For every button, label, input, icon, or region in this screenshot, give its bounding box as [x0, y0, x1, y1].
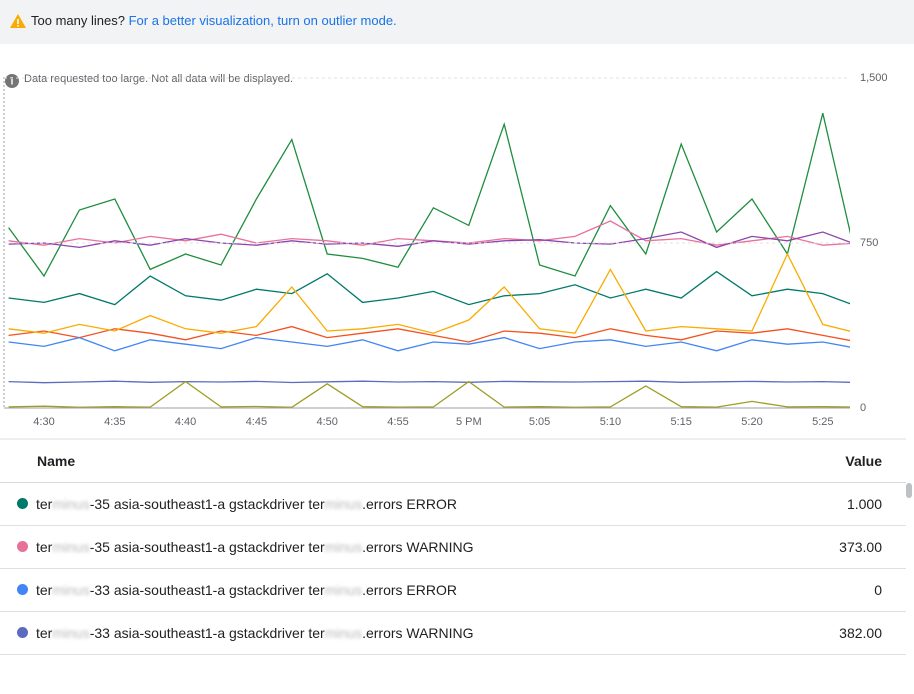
series-line: [8, 380, 850, 408]
y-tick-label: 0: [860, 402, 866, 414]
name-text: .errors WARNING: [362, 539, 474, 555]
x-tick-label: 4:30: [33, 416, 54, 428]
table-header: Name Value: [0, 440, 906, 483]
info-icon: [5, 74, 19, 88]
x-tick-label: 5 PM: [456, 416, 482, 428]
table-row[interactable]: terminus-33 asia-southeast1-a gstackdriv…: [0, 569, 906, 612]
row-name: terminus-35 asia-southeast1-a gstackdriv…: [36, 539, 474, 555]
redacted-text: minus: [324, 496, 363, 512]
redacted-text: minus: [52, 539, 90, 555]
x-tick-label: 4:35: [104, 416, 125, 428]
header-value: Value: [845, 453, 882, 469]
redacted-text: minus: [324, 539, 363, 555]
series-dot: [17, 627, 28, 638]
info-icon-glyph: i: [11, 77, 14, 88]
series-dot: [17, 498, 28, 509]
x-tick-label: 5:10: [600, 416, 621, 428]
row-value: 373.00: [839, 539, 882, 555]
redacted-text: minus: [52, 582, 90, 598]
redacted-text: minus: [324, 582, 363, 598]
outlier-mode-link[interactable]: For a better visualization, turn on outl…: [128, 13, 397, 28]
series-line: [8, 270, 850, 306]
row-name: terminus-35 asia-southeast1-a gstackdriv…: [36, 496, 457, 512]
y-tick-label: 750: [860, 237, 878, 249]
name-text: ter: [36, 539, 53, 555]
name-text: -35 asia-southeast1-a gstackdriver ter: [89, 496, 325, 512]
row-value: 0: [874, 582, 882, 598]
x-tick-label: 5:05: [529, 416, 550, 428]
row-value: 382.00: [839, 625, 882, 641]
name-text: .errors WARNING: [362, 625, 474, 641]
row-value: 1.000: [846, 496, 882, 512]
name-text: -33 asia-southeast1-a gstackdriver ter: [89, 625, 325, 641]
chart: i Data requested too large. Not all data…: [0, 72, 906, 440]
table: Name Value terminus-35 asia-southeast1-a…: [0, 440, 906, 655]
row-name: terminus-33 asia-southeast1-a gstackdriv…: [36, 582, 457, 598]
series-line: [8, 252, 850, 334]
x-tick-label: 5:25: [812, 416, 833, 428]
banner: Too many lines? For a better visualizati…: [0, 0, 914, 44]
name-text: ter: [36, 496, 53, 512]
table-row[interactable]: terminus-33 asia-southeast1-a gstackdriv…: [0, 612, 906, 655]
name-text: ter: [36, 625, 53, 641]
scrollbar[interactable]: [906, 483, 912, 498]
banner-question: Too many lines?: [31, 13, 125, 28]
series-line: [8, 113, 850, 278]
redacted-text: minus: [52, 496, 90, 512]
x-tick-label: 5:15: [670, 416, 691, 428]
series-line: [8, 380, 850, 384]
x-tick-label: 4:40: [175, 416, 196, 428]
table-row[interactable]: terminus-35 asia-southeast1-a gstackdriv…: [0, 483, 906, 526]
data-note: Data requested too large. Not all data w…: [24, 73, 293, 85]
name-text: .errors ERROR: [362, 582, 457, 598]
x-tick-label: 4:50: [316, 416, 337, 428]
series-dot: [17, 584, 28, 595]
y-tick-label: 1,500: [860, 72, 888, 84]
series-line: [8, 325, 850, 343]
warning-icon: [10, 14, 26, 28]
name-text: .errors ERROR: [362, 496, 457, 512]
table-row[interactable]: terminus-35 asia-southeast1-a gstackdriv…: [0, 526, 906, 569]
series-dot: [17, 541, 28, 552]
header-name: Name: [37, 453, 76, 469]
x-tick-label: 5:20: [741, 416, 762, 428]
x-tick-label: 4:45: [246, 416, 267, 428]
name-text: -35 asia-southeast1-a gstackdriver ter: [89, 539, 325, 555]
row-name: terminus-33 asia-southeast1-a gstackdriv…: [36, 625, 474, 641]
name-text: -33 asia-southeast1-a gstackdriver ter: [89, 582, 325, 598]
series-line: [8, 231, 850, 249]
x-tick-label: 4:55: [387, 416, 408, 428]
name-text: ter: [36, 582, 53, 598]
redacted-text: minus: [52, 625, 90, 641]
series-line: [8, 336, 850, 352]
redacted-text: minus: [324, 625, 363, 641]
